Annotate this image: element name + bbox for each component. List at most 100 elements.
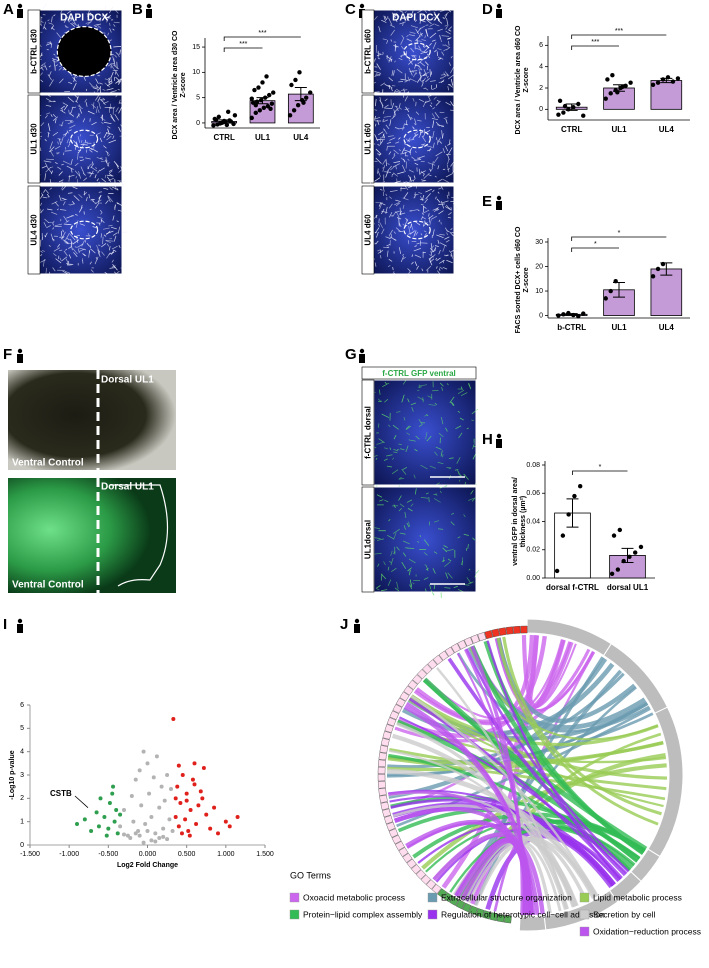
data-point [104, 833, 109, 838]
stain-fiber [407, 137, 411, 142]
data-point [249, 115, 254, 121]
stain-fiber [379, 188, 383, 191]
stain-fiber [435, 121, 441, 127]
stain-fiber [388, 424, 391, 427]
data-point [665, 75, 671, 80]
stain-fiber [70, 158, 73, 166]
stain-fiber [414, 245, 417, 247]
stain-fiber [44, 235, 47, 238]
gene-box [482, 910, 492, 920]
stain-fiber [104, 82, 111, 88]
stain-fiber [470, 490, 474, 495]
stain-fiber [42, 21, 47, 30]
stain-fiber [448, 41, 450, 46]
stain-fiber [396, 448, 400, 451]
stain-fiber [103, 145, 107, 149]
stain-fiber [66, 215, 74, 219]
stain-fiber [67, 121, 74, 125]
stain-fiber [391, 115, 396, 120]
data-point [111, 784, 116, 789]
legend-swatch [579, 926, 590, 937]
stain-fiber [54, 223, 63, 227]
data-point [603, 96, 608, 101]
stain-fiber [445, 549, 454, 552]
ribbon [388, 790, 531, 916]
term-arc [518, 915, 547, 932]
stain-fiber [435, 446, 442, 450]
stain-fiber [408, 439, 416, 442]
gene-box [388, 828, 399, 838]
stain-fiber [412, 179, 415, 182]
stain-fiber [424, 61, 429, 66]
gene-box [378, 752, 387, 761]
stain-fiber [429, 584, 432, 590]
stain-fiber [427, 395, 432, 399]
gene-box [449, 896, 460, 906]
panel-letter: J [340, 616, 348, 633]
stain-fiber [383, 115, 391, 118]
stain-fiber [64, 271, 71, 274]
stain-fiber [49, 187, 53, 190]
stain-fiber [442, 147, 446, 153]
stain-fiber [107, 129, 109, 133]
data-point [256, 85, 261, 90]
data-point [267, 92, 272, 98]
stain-label: DCX [419, 13, 440, 24]
stain-fiber [420, 497, 428, 499]
data-point [157, 805, 162, 810]
stain-fiber [420, 216, 424, 220]
stain-fiber [72, 248, 78, 255]
stain-fiber [100, 243, 107, 248]
stain-fiber [62, 132, 68, 136]
y-axis-label: Z-score [180, 72, 187, 97]
stain-fiber [379, 97, 382, 103]
stain-fiber [417, 209, 420, 212]
ribbon [399, 716, 628, 875]
stain-fiber [426, 145, 433, 148]
stain-fiber [390, 550, 393, 556]
stain-fiber [79, 159, 85, 162]
stain-fiber [62, 229, 64, 233]
data-point [675, 76, 681, 81]
stain-fiber [458, 473, 462, 476]
data-point [638, 544, 644, 550]
stain-fiber [422, 135, 425, 138]
y-tick-label: 0 [539, 106, 543, 113]
stain-fiber [443, 75, 447, 77]
y-tick-label: 3 [20, 772, 24, 779]
stain-fiber [376, 494, 383, 498]
stain-fiber [442, 244, 446, 252]
stain-fiber [446, 47, 450, 51]
stain-fiber [433, 493, 438, 495]
stain-fiber [425, 432, 428, 440]
stain-fiber [67, 96, 75, 103]
stain-fiber [427, 10, 431, 12]
stain-fiber [407, 240, 410, 245]
stain-fiber [429, 69, 431, 77]
stain-fiber [431, 113, 436, 119]
data-point [157, 836, 162, 840]
stain-fiber [432, 130, 435, 139]
stain-fiber [451, 402, 455, 406]
stain-fiber [375, 44, 378, 53]
data-point [571, 312, 576, 318]
stain-fiber [457, 389, 465, 395]
stain-fiber [91, 103, 96, 109]
data-point [566, 310, 571, 316]
stain-fiber [407, 398, 410, 403]
stain-fiber [389, 196, 392, 199]
stain-fiber [421, 135, 427, 143]
stain-fiber [406, 425, 412, 430]
image-label: UL4 d60 [364, 214, 373, 246]
stain-fiber [434, 175, 437, 178]
label-strip [361, 9, 375, 94]
stain-fiber [70, 22, 75, 27]
stain-fiber [82, 141, 89, 144]
stain-fiber [72, 239, 80, 245]
data-point [143, 822, 148, 826]
stain-fiber [414, 449, 418, 452]
stain-fiber [382, 159, 386, 165]
stain-fiber [464, 481, 467, 485]
stain-fiber [61, 186, 64, 190]
stain-fiber [429, 254, 434, 258]
